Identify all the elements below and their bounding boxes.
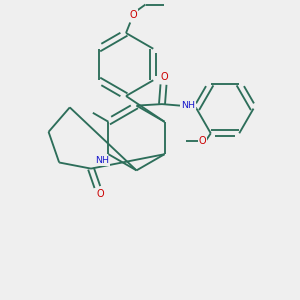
Text: O: O bbox=[199, 136, 206, 146]
Text: NH: NH bbox=[95, 156, 109, 165]
Text: O: O bbox=[130, 10, 137, 20]
Text: NH: NH bbox=[181, 101, 195, 110]
Text: O: O bbox=[96, 189, 103, 199]
Text: O: O bbox=[161, 72, 169, 82]
